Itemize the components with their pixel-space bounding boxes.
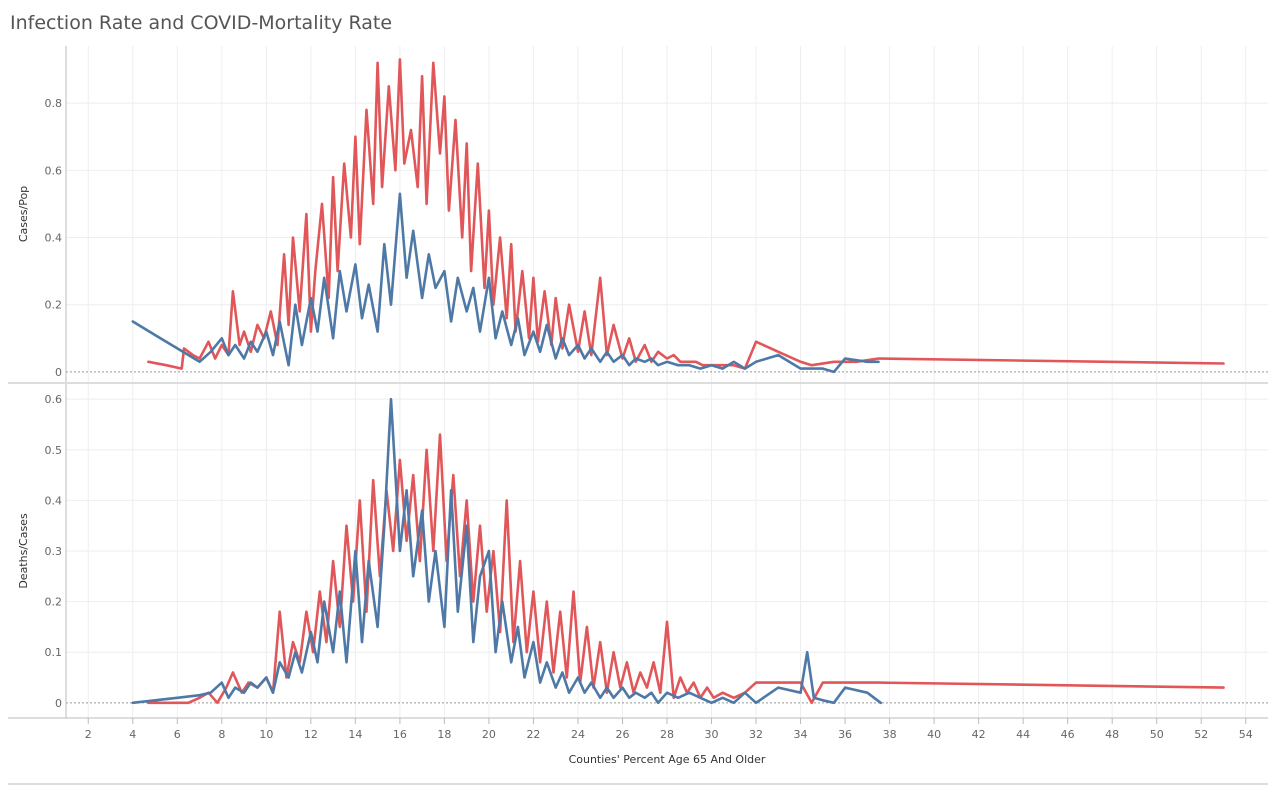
x-tick-label: 36	[838, 728, 852, 741]
x-tick-label: 42	[972, 728, 986, 741]
x-tick-label: 2	[85, 728, 92, 741]
series-line-red-top	[147, 58, 1225, 370]
x-tick-label: 26	[615, 728, 629, 741]
top-panel: 0 0.2 0.4 0.6 0.8	[45, 46, 1268, 382]
x-tick-label: 18	[437, 728, 451, 741]
x-tick-label: 34	[794, 728, 808, 741]
x-tick-label: 28	[660, 728, 674, 741]
x-tick-label: 12	[304, 728, 318, 741]
y-tick-label: 0.6	[45, 164, 63, 177]
x-tick-label: 32	[749, 728, 763, 741]
y-tick-label: 0.4	[45, 494, 63, 507]
y-tick-label: 0.5	[45, 444, 63, 457]
x-tick-label: 44	[1016, 728, 1030, 741]
y-tick-label: 0.6	[45, 393, 63, 406]
bottom-panel: 0 0.1 0.2 0.3 0.4 0.5 0.6	[45, 384, 1268, 718]
x-tick-label: 38	[883, 728, 897, 741]
x-tick-label: 40	[927, 728, 941, 741]
x-tick-label: 52	[1194, 728, 1208, 741]
y-axis-label-top: Cases/Pop	[17, 186, 30, 242]
x-tick-label: 10	[259, 728, 273, 741]
x-tick-label: 46	[1061, 728, 1075, 741]
x-tick-label: 22	[526, 728, 540, 741]
y-tick-label: 0.1	[45, 646, 63, 659]
x-tick-label: 30	[705, 728, 719, 741]
x-tick-label: 54	[1239, 728, 1253, 741]
x-tick-label: 24	[571, 728, 585, 741]
y-tick-label: 0	[55, 697, 62, 710]
y-tick-label: 0.3	[45, 545, 63, 558]
chart-title: Infection Rate and COVID-Mortality Rate	[10, 12, 393, 34]
x-tick-label: 4	[129, 728, 136, 741]
x-axis-label: Counties' Percent Age 65 And Older	[569, 753, 766, 766]
y-tick-label: 0	[55, 366, 62, 379]
y-axis-label-bottom: Deaths/Cases	[17, 513, 30, 589]
x-tick-label: 20	[482, 728, 496, 741]
x-axis: 2 4 6 8 10 12 14 16 18 20 22 24 26 28 30 32 34 36 38 40 42 44…	[8, 382, 1268, 785]
y-tick-label: 0.2	[45, 596, 63, 609]
series-line-blue-top	[131, 192, 880, 374]
series-line-red-bottom	[147, 433, 1225, 705]
series-line-blue-bottom	[131, 397, 883, 705]
x-tick-label: 14	[348, 728, 362, 741]
x-tick-label: 48	[1105, 728, 1119, 741]
x-tick-label: 8	[218, 728, 225, 741]
x-tick-label: 16	[393, 728, 407, 741]
x-tick-label: 50	[1150, 728, 1164, 741]
y-tick-label: 0.4	[45, 232, 63, 245]
y-tick-label: 0.8	[45, 97, 63, 110]
x-tick-label: 6	[174, 728, 181, 741]
y-tick-label: 0.2	[45, 299, 63, 312]
